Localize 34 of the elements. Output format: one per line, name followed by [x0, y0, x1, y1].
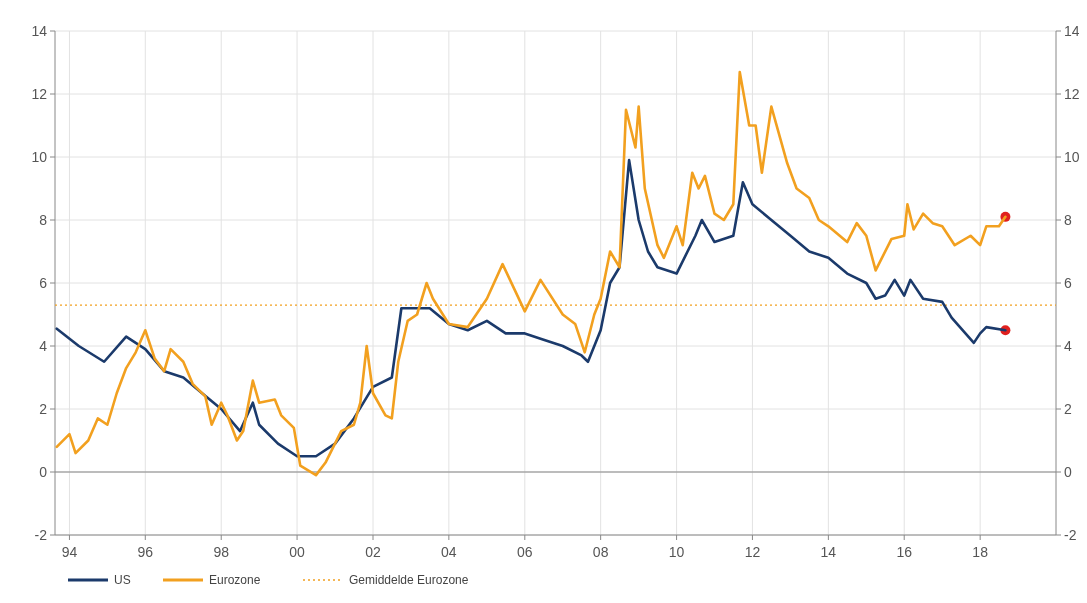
- x-tick-label: 08: [592, 544, 609, 560]
- y2-tick-label: -2: [1064, 527, 1077, 543]
- y2-tick-label: 8: [1064, 212, 1072, 228]
- x-tick-label: 96: [137, 544, 154, 560]
- legend-label: Eurozone: [209, 573, 261, 587]
- x-tick-label: 12: [744, 544, 761, 560]
- x-tick-label: 10: [668, 544, 685, 560]
- x-tick-label: 00: [289, 544, 306, 560]
- legend-label: US: [114, 573, 131, 587]
- y-tick-label: 2: [39, 401, 48, 417]
- y-tick-label: 12: [31, 86, 48, 102]
- x-tick-label: 94: [61, 544, 78, 560]
- y2-tick-label: 2: [1064, 401, 1072, 417]
- y2-tick-label: 4: [1064, 338, 1072, 354]
- y2-tick-label: 14: [1064, 23, 1080, 39]
- x-tick-label: 02: [365, 544, 382, 560]
- x-tick-label: 06: [517, 544, 533, 560]
- y2-tick-label: 12: [1064, 86, 1080, 102]
- x-tick-label: 18: [972, 544, 989, 560]
- x-tick-label: 98: [213, 544, 230, 560]
- y-tick-label: 0: [39, 464, 48, 480]
- y-tick-label: 14: [31, 23, 48, 39]
- y-tick-label: 4: [39, 338, 48, 354]
- x-tick-label: 04: [441, 544, 457, 560]
- legend-label: Gemiddelde Eurozone: [349, 573, 469, 587]
- y-tick-label: 10: [31, 149, 48, 165]
- y-tick-label: -2: [34, 527, 48, 543]
- x-tick-label: 14: [820, 544, 837, 560]
- x-tick-label: 16: [896, 544, 913, 560]
- y2-tick-label: 10: [1064, 149, 1080, 165]
- y-tick-label: 6: [39, 275, 48, 291]
- y2-tick-label: 0: [1064, 464, 1072, 480]
- y-tick-label: 8: [39, 212, 48, 228]
- y2-tick-label: 6: [1064, 275, 1072, 291]
